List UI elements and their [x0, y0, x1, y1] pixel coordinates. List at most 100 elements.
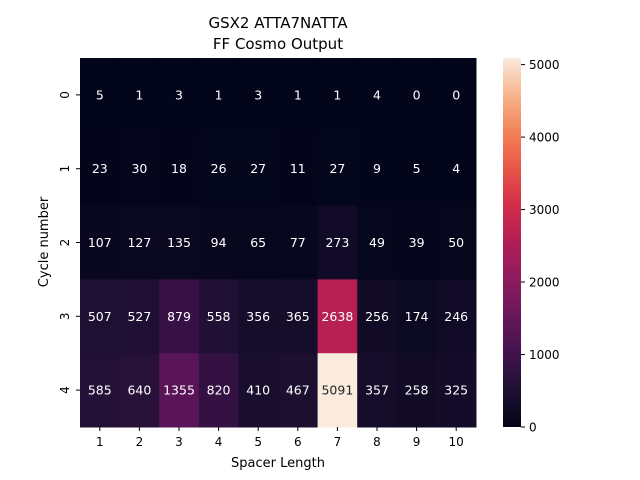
heatmap-cell-r0-c2 — [119, 58, 160, 133]
heatmap-cell-r0-c9 — [396, 58, 437, 133]
cell-value-label: 2638 — [321, 309, 353, 324]
cell-value-label: 258 — [405, 383, 429, 398]
heatmap-cell-r4-c3 — [159, 353, 200, 428]
cell-value-label: 585 — [88, 383, 112, 398]
cell-value-label: 820 — [207, 383, 231, 398]
cell-value-label: 107 — [88, 235, 112, 250]
x-tick-label: 9 — [413, 435, 421, 449]
cell-value-label: 4 — [452, 161, 460, 176]
heatmap-cell-r4-c5 — [238, 353, 279, 428]
cell-value-label: 3 — [175, 87, 183, 102]
cell-value-label: 1 — [135, 87, 143, 102]
cell-value-label: 77 — [290, 235, 306, 250]
y-axis: 0 1 2 3 4 — [58, 91, 80, 394]
x-tick-label: 2 — [136, 435, 144, 449]
cell-value-label: 135 — [167, 235, 191, 250]
x-tick-label: 8 — [373, 435, 381, 449]
cell-value-label: 365 — [286, 309, 310, 324]
cell-value-label: 0 — [413, 87, 421, 102]
x-tick-label: 3 — [175, 435, 183, 449]
colorbar-tick-label: 5000 — [529, 58, 560, 72]
colorbar-ticks: 0 1000 2000 3000 4000 5000 — [521, 58, 560, 435]
x-axis: 1 2 3 4 5 6 7 8 9 10 — [96, 427, 464, 449]
heatmap-cell-r3-c3 — [159, 279, 200, 354]
heatmap-cell-r4-c8 — [357, 353, 398, 428]
heatmap-cell-r3-c1 — [80, 279, 121, 354]
heatmap-cell-r4-c2 — [119, 353, 160, 428]
heatmap-cell-r3-c4 — [198, 279, 239, 354]
heatmap-cell-r3-c7 — [317, 279, 358, 354]
cell-value-label: 3 — [254, 87, 262, 102]
heatmap-cell-r0-c5 — [238, 58, 279, 133]
heatmap-cell-r4-c9 — [396, 353, 437, 428]
y-tick-label: 3 — [58, 312, 72, 320]
heatmap-cell-r1-c8 — [357, 131, 398, 207]
cell-value-label: 39 — [409, 235, 425, 250]
heatmap-cell-r2-c4 — [198, 205, 239, 280]
heatmap-cell-r2-c10 — [436, 205, 477, 280]
cell-value-label: 94 — [211, 235, 227, 250]
heatmap-cell-r3-c9 — [396, 279, 437, 354]
colorbar-tick-label: 3000 — [529, 203, 560, 217]
heatmap-cell-r0-c3 — [159, 58, 200, 133]
cell-value-label: 5 — [413, 161, 421, 176]
cell-value-label: 5 — [96, 87, 104, 102]
cell-value-label: 410 — [246, 383, 270, 398]
y-tick-label: 1 — [58, 165, 72, 173]
heatmap-cell-r2-c8 — [357, 205, 398, 280]
x-tick-label: 1 — [96, 435, 104, 449]
heatmap-cell-r1-c1 — [80, 131, 121, 207]
cell-value-label: 127 — [127, 235, 151, 250]
heatmap-cell-r0-c8 — [357, 58, 398, 133]
cell-value-label: 356 — [246, 309, 270, 324]
heatmap-cell-r4-c1 — [80, 353, 121, 428]
cell-value-label: 325 — [444, 383, 468, 398]
y-tick-label: 0 — [58, 91, 72, 99]
cell-value-label: 23 — [92, 161, 108, 176]
cell-value-label: 30 — [131, 161, 147, 176]
heatmap-cell-r2-c5 — [238, 205, 279, 280]
cell-value-label: 1 — [294, 87, 302, 102]
heatmap-cell-r4-c4 — [198, 353, 239, 428]
colorbar-tick-label: 0 — [529, 421, 537, 435]
cell-value-label: 4 — [373, 87, 381, 102]
cell-value-label: 50 — [448, 235, 464, 250]
colorbar-tick-label: 1000 — [529, 348, 560, 362]
cell-value-label: 27 — [329, 161, 345, 176]
heatmap-cell-r4-c7 — [317, 353, 358, 428]
heatmap-cell-r0-c10 — [436, 58, 477, 133]
heatmap-cell-r4-c6 — [278, 353, 319, 428]
heatmap-cell-r1-c5 — [238, 131, 279, 207]
heatmap-cell-r3-c2 — [119, 279, 160, 354]
cell-value-label: 5091 — [321, 383, 353, 398]
colorbar-tick-label: 2000 — [529, 276, 560, 290]
cell-value-label: 558 — [207, 309, 231, 324]
heatmap-cell-r2-c7 — [317, 205, 358, 280]
heatmap-cell-r2-c6 — [278, 205, 319, 280]
cell-value-label: 174 — [405, 309, 429, 324]
cell-value-label: 527 — [127, 309, 151, 324]
colorbar-tick-label: 4000 — [529, 131, 560, 145]
cell-value-label: 1 — [333, 87, 341, 102]
cell-value-label: 256 — [365, 309, 389, 324]
cell-value-label: 9 — [373, 161, 381, 176]
cell-value-label: 1355 — [163, 383, 195, 398]
heatmap-cell-r1-c10 — [436, 131, 477, 207]
cell-value-label: 27 — [250, 161, 266, 176]
heatmap-cell-r2-c2 — [119, 205, 160, 280]
heatmap-cell-r1-c4 — [198, 131, 239, 207]
cell-value-label: 49 — [369, 235, 385, 250]
heatmap-cell-r1-c7 — [317, 131, 358, 207]
cell-value-label: 640 — [127, 383, 151, 398]
cell-value-label: 879 — [167, 309, 191, 324]
heatmap-cell-r0-c6 — [278, 58, 319, 133]
heatmap-cell-r0-c1 — [80, 58, 121, 133]
heatmap-cell-r4-c10 — [436, 353, 477, 428]
y-tick-label: 4 — [58, 386, 72, 394]
cell-value-label: 1 — [215, 87, 223, 102]
cell-value-label: 246 — [444, 309, 468, 324]
cell-value-label: 11 — [290, 161, 306, 176]
heatmap-cell-r2-c1 — [80, 205, 121, 280]
cell-value-label: 65 — [250, 235, 266, 250]
